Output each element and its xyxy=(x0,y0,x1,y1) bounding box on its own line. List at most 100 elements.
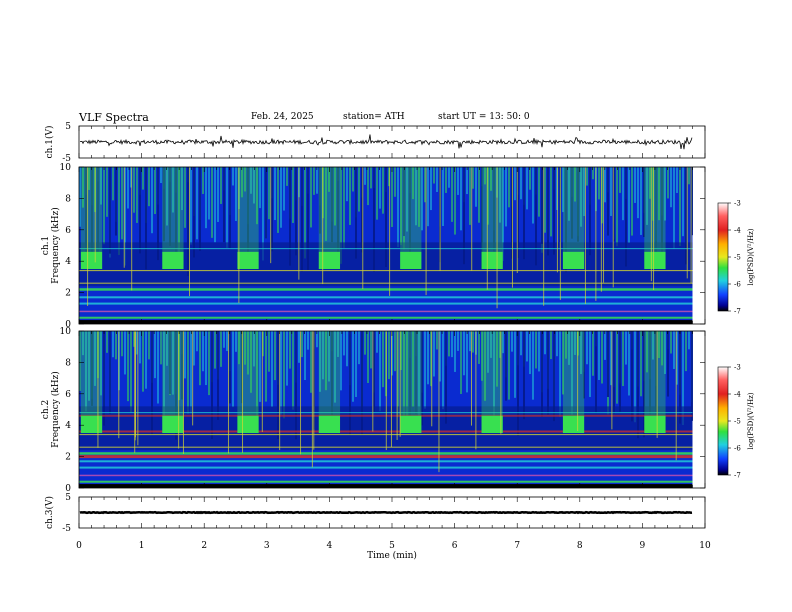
ch2-spectrogram-noise-column xyxy=(604,331,606,360)
ch2-spectrogram-noise-column xyxy=(400,331,402,371)
ch2-spectrogram-noise-column xyxy=(685,331,687,372)
ch1-spectrogram-noise-column xyxy=(688,167,690,185)
ch2-spectrogram-dark-column xyxy=(349,331,351,436)
xaxis-tick: 10 xyxy=(699,541,711,551)
ch1-waveform-ytick-top: 5 xyxy=(65,122,71,132)
ch1-spectrogram-dark-column xyxy=(295,167,297,256)
ch2-spectrogram-noise-column xyxy=(418,331,420,417)
ch3-waveform-ytick-top: 5 xyxy=(65,493,71,503)
ch1-spectrogram-dark-column xyxy=(463,167,465,265)
ch2-spectrogram-dark-column xyxy=(637,331,639,439)
ch2-spectrogram-noise-column xyxy=(304,331,306,381)
xaxis-tick: 4 xyxy=(327,541,333,551)
xaxis-tick: 5 xyxy=(389,541,395,551)
ch1-spectrogram-dark-column xyxy=(607,167,609,236)
ch2-spectrogram-noise-column xyxy=(247,331,249,375)
xaxis-tick: 9 xyxy=(640,541,646,551)
ch1-spectrogram-signal-line xyxy=(79,288,693,291)
ch1-spectrogram-noise-column xyxy=(391,167,393,227)
ch1-spectrogram-colorbar-label: log(PSD)(V²/Hz) xyxy=(747,228,755,285)
ch2-spectrogram-noise-column xyxy=(406,331,408,431)
ch2-spectrogram-ytick: 4 xyxy=(65,421,71,431)
ch3-waveform-ytick-bottom: -5 xyxy=(62,524,71,534)
ch1-spectrogram-dark-column xyxy=(547,167,549,256)
ch2-spectrogram-noise-column xyxy=(442,331,444,410)
ch2-spectrogram-noise-column xyxy=(289,331,291,369)
ch1-spectrogram-noise-column xyxy=(370,167,372,189)
ch2-spectrogram-noise-column xyxy=(145,331,147,389)
ch1-spectrogram-burst xyxy=(162,251,184,270)
ch1-spectrogram-burst xyxy=(644,251,666,270)
ch1-spectrogram-noise-column xyxy=(466,167,468,195)
ch2-spectrogram-dark-column xyxy=(373,331,375,412)
ch1-spectrogram-signal-line xyxy=(79,316,693,319)
ch2-spectrogram-noise-column xyxy=(256,331,258,422)
ch1-spectrogram-noise-column xyxy=(610,167,612,216)
ch2-spectrogram-noise-column xyxy=(286,331,288,386)
ch2-spectrogram-noise-column xyxy=(529,331,531,375)
ch1-spectrogram-burst-column xyxy=(400,167,422,252)
ch2-spectrogram-noise-column xyxy=(298,331,300,363)
ch2-spectrogram-noise-column xyxy=(235,331,237,352)
ch1-spectrogram-noise-column xyxy=(484,167,486,185)
ch1-spectrogram-noise-column xyxy=(112,167,114,201)
ch1-spectrogram-noise-column xyxy=(649,167,651,199)
ch1-spectrogram-noise-column xyxy=(250,167,252,194)
ch1-spectrogram-noise-column xyxy=(418,167,420,227)
ch2-spectrogram-signal-line xyxy=(79,412,693,414)
ch2-spectrogram-noise-column xyxy=(337,331,339,357)
ch3-waveform-ylabel: ch.3(V) xyxy=(44,496,55,529)
ch1-spectrogram-burst xyxy=(80,251,103,270)
ch1-spectrogram-noise-column xyxy=(130,167,132,188)
ch2-spectrogram-noise-column xyxy=(481,331,483,381)
ch1-spectrogram-noise-column xyxy=(634,167,636,203)
ch2-spectrogram-noise-column xyxy=(355,331,357,397)
ch1-spectrogram-colorbar-tick: -4 xyxy=(734,227,741,235)
ch1-spectrogram-noise-column xyxy=(280,167,282,228)
ch2-spectrogram-noise-column xyxy=(472,331,474,353)
ch2-spectrogram-noise-column xyxy=(133,331,135,347)
ch1-spectrogram-noise-column xyxy=(562,167,564,213)
ch2-spectrogram-dark-column xyxy=(643,331,645,438)
ch2-spectrogram-noise-column xyxy=(457,331,459,351)
ch2-spectrogram-burst-column xyxy=(400,331,422,416)
ch1-spectrogram-dark-column xyxy=(691,167,693,236)
ch1-spectrogram-noise-column xyxy=(202,167,204,194)
ch1-spectrogram-burst-column xyxy=(318,167,341,252)
start-time-label: start UT = 13: 50: 0 xyxy=(438,112,530,122)
ch2-spectrogram-ytick: 6 xyxy=(65,390,71,400)
ch1-spectrogram-dark-column xyxy=(289,167,291,266)
ch2-spectrogram-noise-column xyxy=(568,331,570,365)
ch1-spectrogram-noise-column xyxy=(181,167,183,211)
ch1-spectrogram-noise-column xyxy=(151,167,153,234)
ch1-spectrogram-noise-column xyxy=(262,167,264,261)
ch1-spectrogram-noise-column xyxy=(235,167,237,221)
ch2-spectrogram-noise-column xyxy=(673,331,675,369)
ch2-spectrogram-noise-column xyxy=(106,331,108,353)
ch2-spectrogram-noise-column xyxy=(163,331,165,426)
ch2-spectrogram-noise-column xyxy=(532,331,534,400)
ch1-spectrogram-noise-column xyxy=(205,167,207,229)
ch2-spectrogram-noise-column xyxy=(520,331,522,356)
ch2-spectrogram-noise-column xyxy=(601,331,603,384)
ch1-spectrogram-dark-column xyxy=(163,167,165,242)
ch1-waveform-ytick-bottom: -5 xyxy=(62,154,71,164)
ch2-spectrogram-noise-column xyxy=(160,331,162,365)
ch2-spectrogram-noise-column xyxy=(142,331,144,392)
ch2-spectrogram-noise-column xyxy=(628,331,630,396)
ch2-spectrogram-noise-column xyxy=(310,331,312,393)
ch2-spectrogram-colorbar-tick: -5 xyxy=(734,418,741,426)
ch1-spectrogram-noise-column xyxy=(148,167,150,207)
ch1-spectrogram-noise-column xyxy=(652,167,654,221)
ch1-spectrogram-noise-column xyxy=(256,167,258,225)
ch2-spectrogram-dark-column xyxy=(553,331,555,422)
ch2-spectrogram-noise-column xyxy=(451,331,453,358)
ch1-spectrogram-noise-column xyxy=(349,167,351,225)
ch1-spectrogram-low-band xyxy=(79,320,693,324)
ch2-spectrogram-noise-column xyxy=(157,331,159,404)
ch2-spectrogram-signal-line xyxy=(79,452,693,455)
ch1-spectrogram-noise-column xyxy=(211,167,213,238)
ch2-spectrogram-noise-column xyxy=(487,331,489,373)
ch1-spectrogram-noise-column xyxy=(103,167,105,245)
ch2-spectrogram-noise-column xyxy=(379,331,381,412)
